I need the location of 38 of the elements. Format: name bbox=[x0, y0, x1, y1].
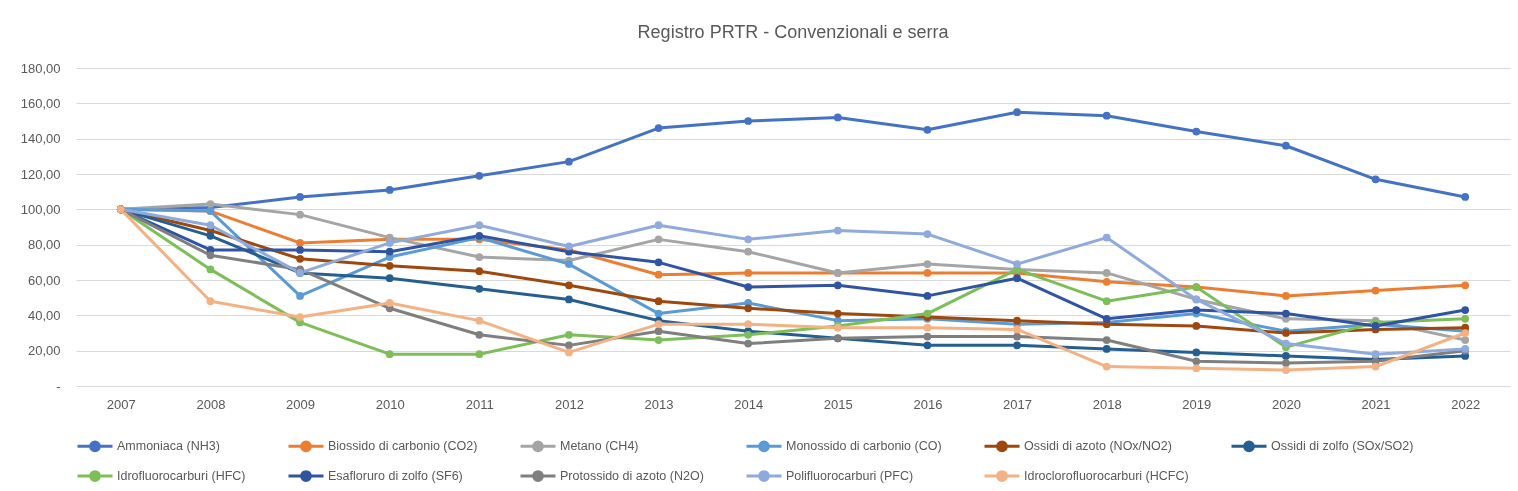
x-tick-label: 2019 bbox=[1182, 396, 1212, 412]
legend-label: Ossidi di zolfo (SOx/SO2) bbox=[1271, 439, 1414, 454]
legend-label: Biossido di carbonio (CO2) bbox=[328, 439, 478, 454]
y-tick-label: 180,00 bbox=[20, 60, 61, 76]
y-tick-label: 80,00 bbox=[27, 237, 61, 253]
x-tick-label: 2017 bbox=[1003, 396, 1033, 412]
x-tick-label: 2015 bbox=[823, 396, 853, 412]
x-tick-label: 2010 bbox=[375, 396, 405, 412]
legend-label: Ammoniaca (NH3) bbox=[117, 439, 220, 454]
legend-label: Protossido di azoto (N2O) bbox=[560, 469, 704, 483]
legend-label: Polifluorocarburi (PFC) bbox=[786, 469, 914, 483]
legend-label: Ossidi di azoto (NOx/NO2) bbox=[1024, 439, 1172, 454]
y-tick-label: 100,00 bbox=[20, 201, 61, 217]
legend-label: Idroclorofluorocarburi (HCFC) bbox=[1024, 469, 1189, 483]
chart-title: Registro PRTR - Convenzionali e serra bbox=[637, 22, 950, 42]
y-tick-label: 140,00 bbox=[20, 131, 61, 147]
x-tick-label: 2008 bbox=[196, 396, 226, 412]
legend-label: Metano (CH4) bbox=[560, 439, 639, 454]
legend-label: Idrofluorocarburi (HFC) bbox=[117, 469, 246, 483]
y-tick-label: 20,00 bbox=[27, 343, 61, 359]
x-tick-label: 2011 bbox=[465, 396, 494, 412]
x-tick-label: 2014 bbox=[734, 396, 764, 412]
x-tick-label: 2013 bbox=[644, 396, 674, 412]
x-tick-label: 2020 bbox=[1271, 396, 1301, 412]
x-tick-label: 2009 bbox=[286, 396, 316, 412]
legend-label: Esafloruro di zolfo (SF6) bbox=[328, 469, 463, 483]
x-tick-label: 2018 bbox=[1092, 396, 1122, 412]
y-tick-label: 40,00 bbox=[27, 307, 61, 323]
x-tick-label: 2007 bbox=[106, 396, 136, 412]
x-tick-label: 2016 bbox=[913, 396, 943, 412]
legend-label: Monossido di carbonio (CO) bbox=[786, 439, 942, 454]
y-tick-label: - bbox=[56, 378, 61, 394]
y-tick-label: 120,00 bbox=[20, 166, 61, 182]
x-tick-label: 2022 bbox=[1451, 396, 1481, 412]
x-tick-label: 2012 bbox=[554, 396, 584, 412]
y-tick-label: 60,00 bbox=[27, 272, 61, 288]
x-tick-label: 2021 bbox=[1361, 396, 1391, 412]
y-tick-label: 160,00 bbox=[20, 95, 61, 111]
